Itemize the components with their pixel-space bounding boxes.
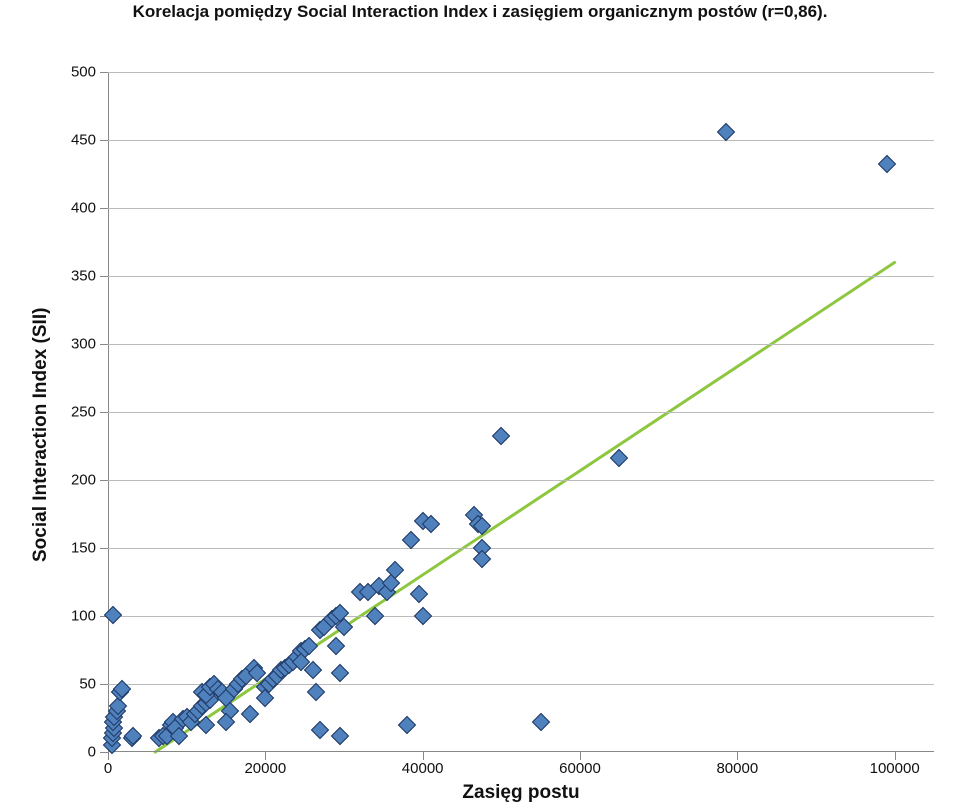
y-axis-label: Social Interaction Index (SII) [30, 307, 52, 561]
y-tick [100, 548, 108, 549]
x-tick [423, 752, 424, 760]
y-axis-label-text: Social Interaction Index (SII) [30, 307, 51, 561]
y-tick-label: 350 [64, 268, 96, 285]
chart-title: Korelacja pomiędzy Social Interaction In… [0, 2, 960, 22]
x-tick [108, 752, 109, 760]
y-tick [100, 140, 108, 141]
plot-area [108, 72, 934, 752]
y-tick-label: 300 [64, 336, 96, 353]
x-tick-label: 80000 [716, 760, 758, 777]
chart-title-text: Korelacja pomiędzy Social Interaction In… [133, 2, 828, 21]
gridline-y [108, 616, 934, 617]
gridline-y [108, 140, 934, 141]
y-tick [100, 208, 108, 209]
x-tick [737, 752, 738, 760]
gridline-y [108, 208, 934, 209]
y-tick-label: 0 [64, 744, 96, 761]
y-tick-label: 50 [64, 676, 96, 693]
y-tick [100, 480, 108, 481]
y-tick-label: 200 [64, 472, 96, 489]
x-tick-label: 20000 [244, 760, 286, 777]
y-tick [100, 72, 108, 73]
x-tick [265, 752, 266, 760]
gridline-y [108, 548, 934, 549]
x-tick-label: 40000 [402, 760, 444, 777]
gridline-y [108, 276, 934, 277]
y-tick-label: 450 [64, 132, 96, 149]
x-tick-label: 0 [104, 760, 112, 777]
gridline-y [108, 412, 934, 413]
x-tick [580, 752, 581, 760]
x-tick [895, 752, 896, 760]
y-tick [100, 684, 108, 685]
y-tick [100, 344, 108, 345]
y-tick-label: 250 [64, 404, 96, 421]
gridline-y [108, 344, 934, 345]
gridline-y [108, 480, 934, 481]
y-tick [100, 412, 108, 413]
x-axis-label: Zasięg postu [108, 782, 934, 804]
x-tick-label: 100000 [870, 760, 920, 777]
y-tick [100, 752, 108, 753]
y-tick-label: 400 [64, 200, 96, 217]
y-tick [100, 276, 108, 277]
gridline-y [108, 72, 934, 73]
x-tick-label: 60000 [559, 760, 601, 777]
x-axis-line [108, 751, 934, 752]
y-tick-label: 100 [64, 608, 96, 625]
y-tick-label: 500 [64, 64, 96, 81]
x-axis-label-text: Zasięg postu [462, 782, 579, 803]
y-tick-label: 150 [64, 540, 96, 557]
